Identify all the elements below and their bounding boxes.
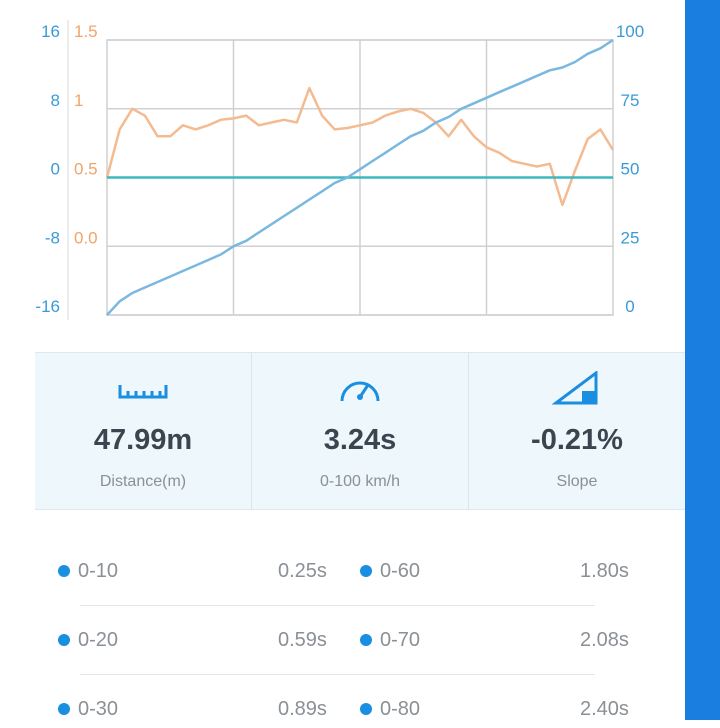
stat-label: 0-100 km/h (319, 473, 401, 490)
row-separator (80, 605, 595, 606)
y-tick-label: 0 (625, 297, 634, 316)
range-text: 0-30 (78, 698, 119, 720)
stats-panel: 47.99m Distance(m) 3.24s 0-100 km/h -0.2… (35, 352, 685, 510)
stat-value: 3.24s (323, 424, 397, 456)
split-time: 0.89s (278, 698, 327, 720)
stat-cell: 47.99m Distance(m) (35, 353, 252, 509)
y-tick-label: 0.0 (74, 228, 98, 247)
split-range: 0-30 (58, 698, 118, 721)
side-band (685, 0, 720, 720)
bullet-dot (360, 634, 372, 646)
split-time: 2.08s (580, 629, 629, 651)
split-time: 2.40s (580, 698, 629, 720)
stat-value: -0.21% (531, 424, 623, 456)
y-tick-label: 50 (621, 160, 640, 179)
range-text: 0-70 (380, 629, 421, 651)
y-tick-label: 0 (51, 160, 60, 179)
stat-label: Slope (556, 473, 598, 490)
bullet-dot (360, 565, 372, 577)
range-text: 0-10 (78, 560, 119, 582)
stat-cell: 3.24s 0-100 km/h (252, 353, 469, 509)
ruler-icon (118, 385, 168, 399)
y-tick-label: -8 (45, 228, 60, 247)
y-tick-label: 1 (74, 91, 83, 110)
range-text: 0-60 (380, 560, 421, 582)
y-tick-label: 25 (621, 228, 640, 247)
split-range: 0-60 (360, 560, 420, 583)
row-separator (80, 674, 595, 675)
split-row: 0-20 0.59s 0-70 2.08s (58, 629, 638, 659)
series-line (106, 38, 614, 316)
split-time: 1.80s (580, 560, 629, 582)
y-tick-label: -16 (35, 297, 60, 316)
y-tick-label: 75 (621, 91, 640, 110)
split-row: 0-30 0.89s 0-80 2.40s (58, 698, 638, 728)
split-range: 0-80 (360, 698, 420, 721)
range-text: 0-20 (78, 629, 119, 651)
split-range: 0-70 (360, 629, 420, 652)
stat-value: 47.99m (93, 424, 193, 456)
range-text: 0-80 (380, 698, 421, 720)
series-line (105, 86, 615, 207)
y-tick-label: 8 (51, 91, 60, 110)
split-range: 0-10 (58, 560, 118, 583)
chart: 16 8 0 -8 -16 1.5 1 0.5 0.0 100 75 50 25 0 (35, 20, 644, 320)
bullet-dot (58, 565, 70, 577)
split-time: 0.59s (278, 629, 327, 651)
slope-icon (551, 370, 598, 405)
split-time: 0.25s (278, 560, 327, 582)
y-tick-label: 1.5 (74, 22, 98, 41)
split-range: 0-20 (58, 629, 118, 652)
gauge-icon (340, 381, 380, 402)
stat-cell: -0.21% Slope (469, 353, 685, 509)
bullet-dot (58, 634, 70, 646)
y-tick-label: 100 (616, 22, 644, 41)
y-tick-label: 16 (41, 22, 60, 41)
y-tick-label: 0.5 (74, 160, 98, 179)
bullet-dot (58, 703, 70, 715)
bullet-dot (360, 703, 372, 715)
split-row: 0-10 0.25s 0-60 1.80s (58, 560, 638, 590)
stat-label: Distance(m) (99, 473, 187, 490)
